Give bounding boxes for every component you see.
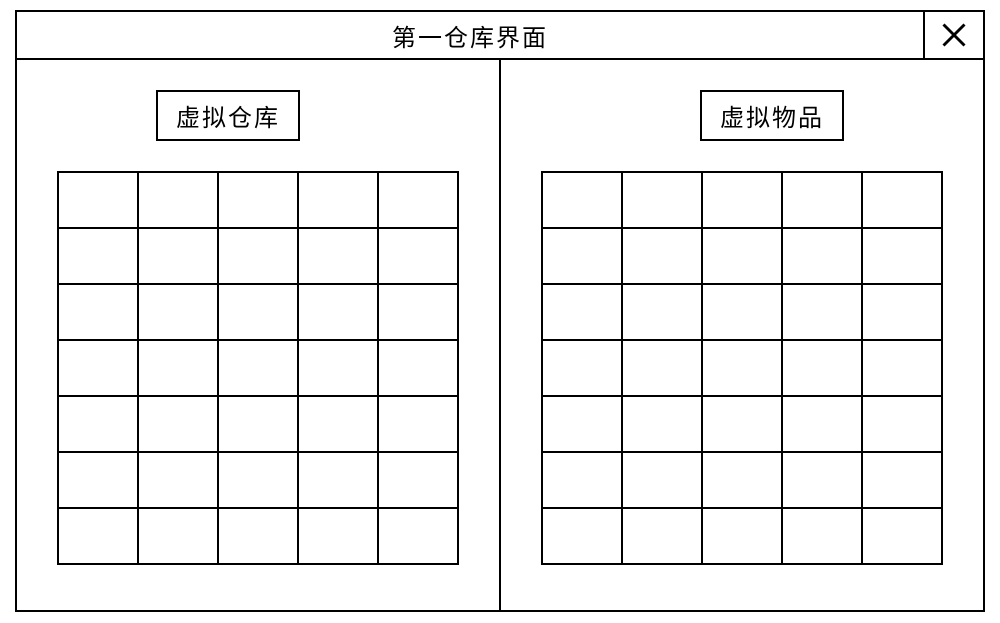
grid-cell[interactable] [298,284,378,340]
grid-cell[interactable] [58,396,138,452]
grid-cell[interactable] [782,508,862,564]
grid-cell[interactable] [862,452,942,508]
grid-cell[interactable] [58,172,138,228]
grid-cell[interactable] [298,452,378,508]
grid-cell[interactable] [218,396,298,452]
grid-cell[interactable] [378,508,458,564]
grid-cell[interactable] [298,508,378,564]
grid-cell[interactable] [622,284,702,340]
grid-cell[interactable] [378,228,458,284]
panel-label-warehouse: 虚拟仓库 [156,90,300,141]
grid-cell[interactable] [58,284,138,340]
warehouse-grid[interactable] [57,171,459,565]
grid-cell[interactable] [622,452,702,508]
panel-label-items: 虚拟物品 [700,90,844,141]
warehouse-window: 第一仓库界面 虚拟仓库 虚拟物品 [15,10,985,612]
grid-cell[interactable] [218,508,298,564]
grid-cell[interactable] [58,508,138,564]
grid-cell[interactable] [862,340,942,396]
grid-cell[interactable] [702,172,782,228]
grid-cell[interactable] [702,508,782,564]
grid-cell[interactable] [862,284,942,340]
grid-cell[interactable] [782,228,862,284]
grid-cell[interactable] [782,284,862,340]
titlebar: 第一仓库界面 [17,12,983,60]
grid-cell[interactable] [782,452,862,508]
grid-cell[interactable] [138,452,218,508]
grid-cell[interactable] [138,396,218,452]
grid-cell[interactable] [862,508,942,564]
grid-cell[interactable] [702,284,782,340]
items-grid[interactable] [541,171,943,565]
grid-cell[interactable] [298,340,378,396]
grid-cell[interactable] [138,508,218,564]
grid-cell[interactable] [782,396,862,452]
grid-cell[interactable] [702,396,782,452]
grid-cell[interactable] [138,340,218,396]
grid-cell[interactable] [542,508,622,564]
grid-cell[interactable] [378,452,458,508]
grid-cell[interactable] [218,452,298,508]
grid-cell[interactable] [782,340,862,396]
grid-cell[interactable] [702,228,782,284]
grid-cell[interactable] [58,228,138,284]
grid-cell[interactable] [622,228,702,284]
grid-cell[interactable] [622,340,702,396]
grid-cell[interactable] [298,172,378,228]
close-button[interactable] [923,12,983,58]
grid-cell[interactable] [138,284,218,340]
grid-cell[interactable] [702,340,782,396]
grid-cell[interactable] [622,396,702,452]
grid-cell[interactable] [138,172,218,228]
window-body: 虚拟仓库 虚拟物品 [17,60,983,610]
grid-cell[interactable] [378,340,458,396]
grid-cell[interactable] [298,228,378,284]
grid-cell[interactable] [378,284,458,340]
panel-virtual-warehouse: 虚拟仓库 [17,60,499,610]
grid-cell[interactable] [862,172,942,228]
grid-cell[interactable] [218,228,298,284]
grid-cell[interactable] [542,228,622,284]
grid-cell[interactable] [138,228,218,284]
close-icon [940,21,968,49]
grid-cell[interactable] [218,340,298,396]
grid-cell[interactable] [542,396,622,452]
grid-cell[interactable] [542,452,622,508]
grid-cell[interactable] [58,452,138,508]
grid-cell[interactable] [298,396,378,452]
grid-cell[interactable] [378,172,458,228]
grid-cell[interactable] [218,172,298,228]
grid-cell[interactable] [542,340,622,396]
grid-cell[interactable] [782,172,862,228]
grid-cell[interactable] [862,228,942,284]
grid-cell[interactable] [622,508,702,564]
grid-cell[interactable] [542,172,622,228]
grid-cell[interactable] [622,172,702,228]
grid-cell[interactable] [378,396,458,452]
grid-cell[interactable] [862,396,942,452]
window-title: 第一仓库界面 [17,12,923,58]
panel-virtual-items: 虚拟物品 [499,60,983,610]
grid-cell[interactable] [542,284,622,340]
grid-cell[interactable] [218,284,298,340]
grid-cell[interactable] [58,340,138,396]
grid-cell[interactable] [702,452,782,508]
